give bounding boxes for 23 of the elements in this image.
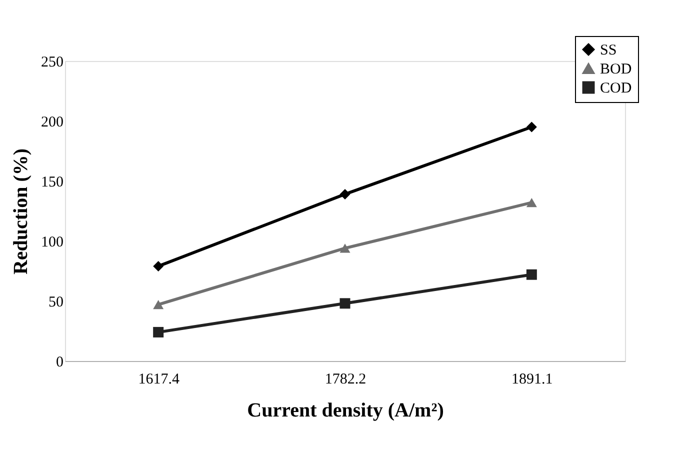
- point: [153, 260, 164, 272]
- y-tick-label: 100: [41, 234, 64, 250]
- x-tick-label: 1782.2: [324, 372, 366, 388]
- y-tick-label: 250: [41, 54, 64, 70]
- point: [340, 298, 350, 309]
- legend-label: BOD: [600, 62, 632, 78]
- x-tick-label: 1617.4: [138, 372, 180, 388]
- point: [153, 326, 164, 338]
- y-tick-label: 50: [48, 294, 64, 310]
- point: [340, 244, 350, 253]
- y-tick-label: 150: [41, 174, 64, 190]
- y-tick-label: 0: [56, 354, 64, 370]
- point: [153, 300, 164, 310]
- x-tick-label: 1891.1: [512, 372, 553, 388]
- y-axis-title: Reduction (%): [10, 148, 32, 275]
- legend-label: SS: [600, 42, 617, 58]
- point: [526, 198, 537, 208]
- point: [526, 269, 537, 280]
- point: [340, 188, 350, 200]
- legend-label: COD: [600, 80, 632, 96]
- x-axis-title: Current density (A/m²): [247, 400, 444, 422]
- y-tick-label: 200: [41, 114, 64, 130]
- point: [526, 122, 537, 132]
